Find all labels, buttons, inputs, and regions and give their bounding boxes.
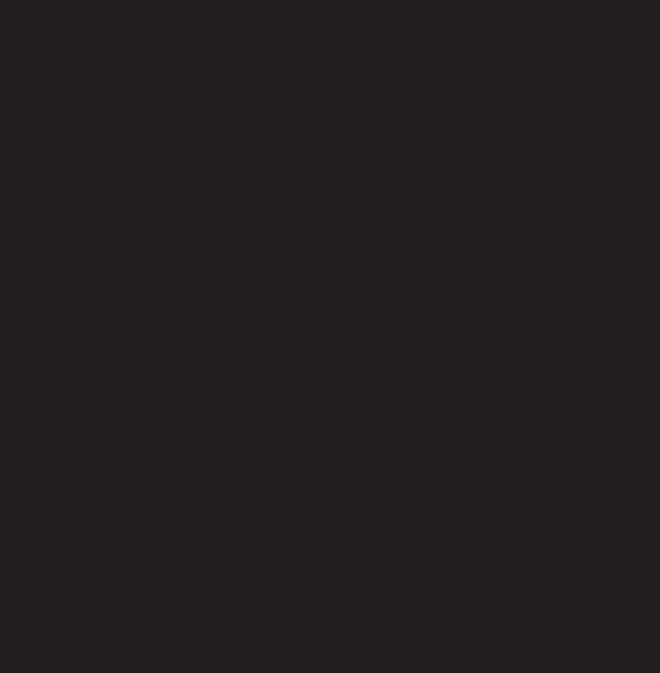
content-layer	[0, 0, 660, 673]
background-surface	[0, 0, 660, 673]
screen-root	[0, 0, 660, 673]
